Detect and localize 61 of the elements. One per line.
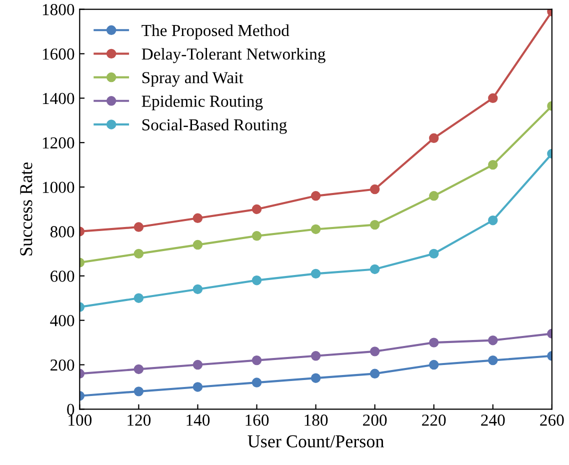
y-tick-label: 1200 bbox=[42, 137, 74, 149]
y-tick-label: 800 bbox=[50, 226, 74, 238]
y-tick-label: 0 bbox=[67, 404, 74, 416]
point bbox=[192, 360, 203, 370]
point bbox=[370, 368, 380, 379]
point bbox=[192, 240, 203, 250]
x-tick-label: 200 bbox=[363, 414, 387, 426]
point bbox=[488, 355, 498, 366]
x-tick-label: 260 bbox=[540, 414, 564, 426]
point bbox=[429, 360, 439, 370]
x-tick-label: 240 bbox=[481, 414, 505, 426]
y-tick-label: 400 bbox=[50, 315, 74, 326]
legend-label: Spray and Wait bbox=[142, 72, 244, 87]
x-tick-label: 160 bbox=[246, 414, 269, 426]
y-tick-label: 1400 bbox=[42, 92, 74, 104]
point bbox=[192, 213, 203, 223]
y-tick-label: 600 bbox=[50, 270, 74, 282]
point bbox=[370, 346, 380, 356]
point bbox=[252, 204, 262, 214]
point bbox=[488, 93, 498, 104]
x-tick-label: 140 bbox=[186, 414, 210, 426]
point bbox=[488, 160, 498, 170]
legend-label: Delay-Tolerant Networking bbox=[142, 48, 326, 64]
point bbox=[310, 268, 321, 279]
y-tick-label: 1600 bbox=[42, 48, 74, 60]
point bbox=[252, 378, 262, 388]
x-tick-label: 220 bbox=[422, 414, 446, 426]
point bbox=[310, 351, 321, 361]
legend-label: The Proposed Method bbox=[142, 24, 290, 40]
point bbox=[370, 220, 380, 230]
point bbox=[429, 191, 439, 201]
x-tick-label: 100 bbox=[68, 414, 92, 426]
x-axis-title: User Count/Person bbox=[248, 435, 384, 448]
point bbox=[370, 264, 380, 274]
point bbox=[488, 215, 498, 226]
point bbox=[134, 248, 144, 259]
point bbox=[310, 224, 321, 234]
point bbox=[252, 355, 262, 366]
y-tick-label: 1800 bbox=[42, 4, 74, 16]
y-axis-title: Success Rate bbox=[20, 162, 32, 256]
legend-label: Social-Based Routing bbox=[142, 118, 287, 134]
point bbox=[252, 231, 262, 241]
x-tick-label: 120 bbox=[128, 414, 151, 426]
point bbox=[134, 386, 144, 396]
x-tick-label: 180 bbox=[304, 414, 328, 426]
point bbox=[252, 275, 262, 286]
point bbox=[429, 248, 439, 259]
point bbox=[134, 293, 144, 303]
point bbox=[134, 364, 144, 374]
point bbox=[370, 184, 380, 194]
y-tick-label: 1000 bbox=[42, 182, 74, 193]
y-tick-label: 200 bbox=[50, 359, 74, 371]
point bbox=[192, 284, 203, 294]
legend-label: Epidemic Routing bbox=[142, 95, 263, 110]
point bbox=[429, 338, 439, 348]
point bbox=[310, 373, 321, 383]
point bbox=[192, 382, 203, 392]
point bbox=[488, 335, 498, 346]
point bbox=[310, 191, 321, 201]
point bbox=[429, 133, 439, 144]
point bbox=[134, 222, 144, 232]
